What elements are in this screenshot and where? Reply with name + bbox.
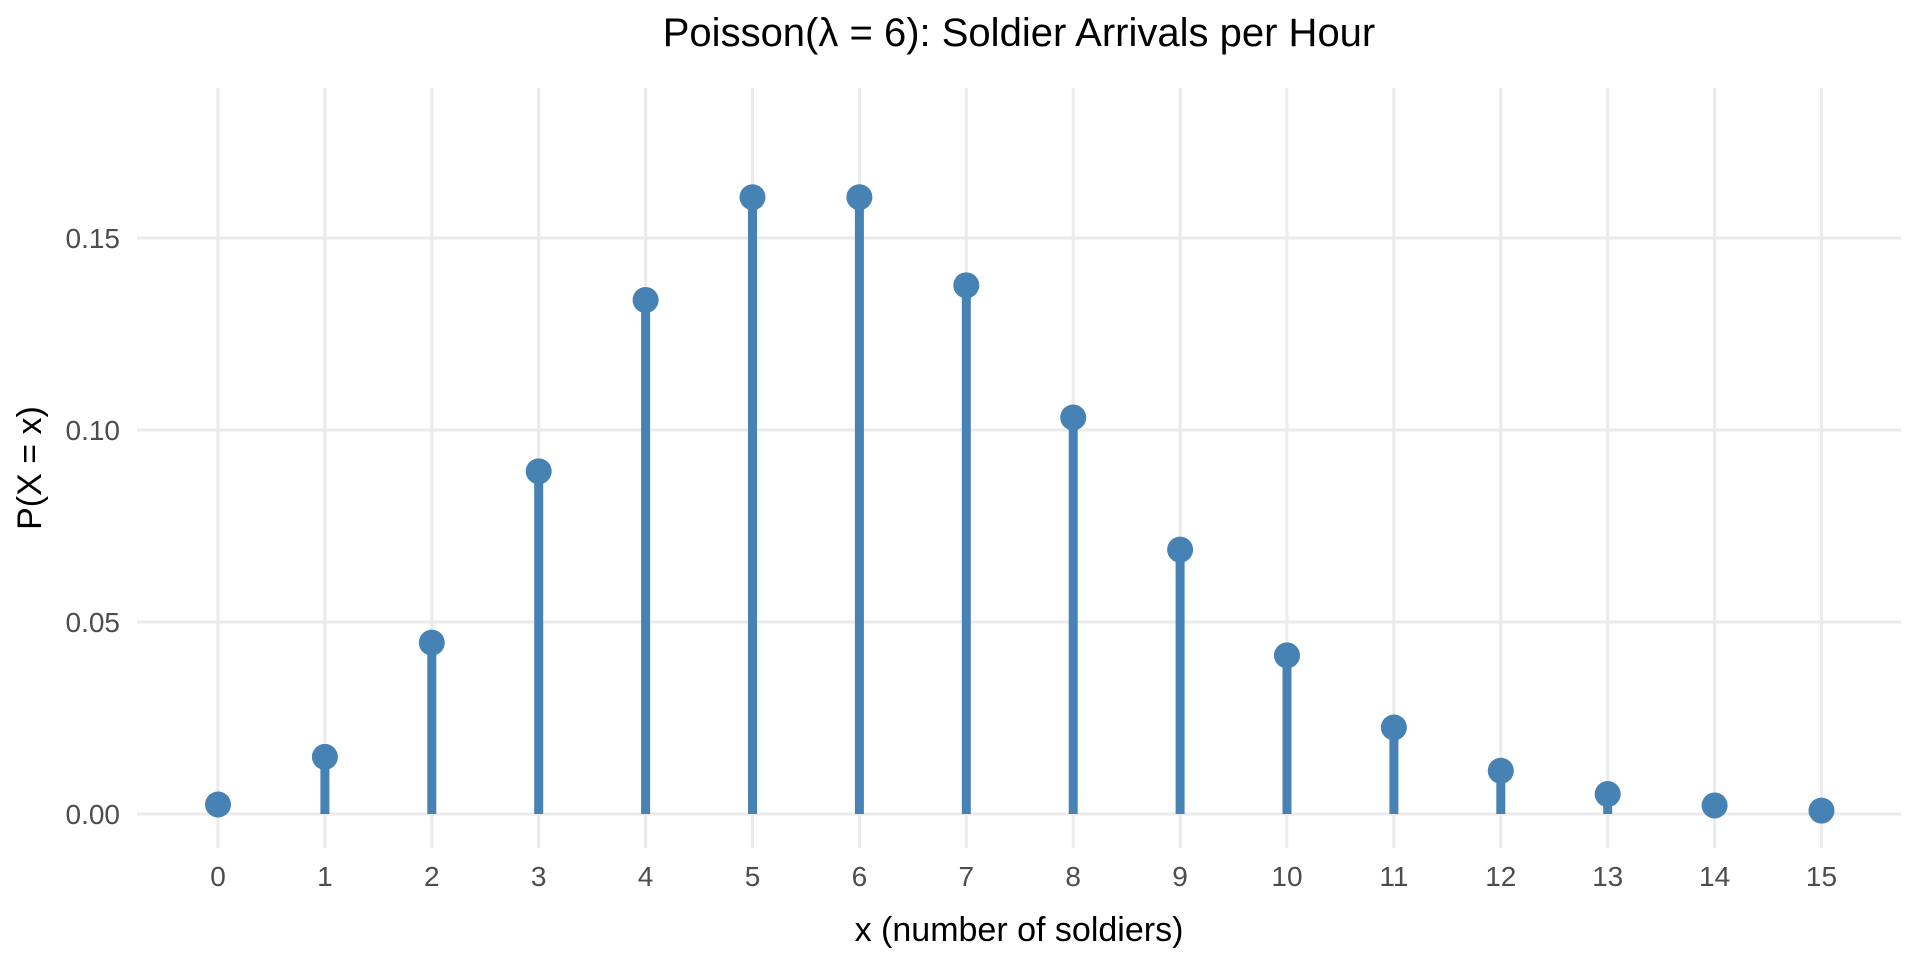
x-tick-label: 1 [317,861,333,892]
y-tick-label: 0.05 [66,607,121,638]
data-point [739,184,766,211]
x-tick-label: 14 [1699,861,1730,892]
y-tick-label: 0.15 [66,223,121,254]
data-point [1701,792,1728,819]
data-point [205,791,231,818]
x-tick-label: 4 [638,861,654,892]
x-tick-label: 5 [745,861,761,892]
x-tick-label: 2 [424,861,440,892]
series-layer [205,184,1835,824]
data-point [311,743,338,770]
x-tick-label: 13 [1592,861,1623,892]
gridlines-layer [137,88,1901,848]
y-tick-label: 0.10 [66,415,121,446]
x-tick-label: 11 [1379,861,1408,892]
x-tick-label: 3 [531,861,547,892]
data-point [418,629,445,656]
data-point [953,272,980,299]
data-point [1274,642,1300,669]
x-tick-label: 7 [959,861,975,892]
x-tick-label: 6 [852,861,868,892]
data-point [1594,781,1621,808]
data-point [846,184,873,211]
data-point [1487,757,1514,784]
x-tick-label: 15 [1806,861,1837,892]
data-point [1808,797,1835,824]
data-point [1167,536,1194,563]
x-tick-label: 8 [1065,861,1081,892]
x-axis-title: x (number of soldiers) [855,911,1184,949]
tick-labels-layer: 0.000.050.100.150 1 2 3 4 5 6 7 8 9 10 11 12 13 14 15 [66,223,1838,892]
x-tick-label: 0 [210,861,226,892]
data-point [1060,404,1087,431]
data-point [1380,714,1407,741]
x-tick-label: 12 [1485,861,1516,892]
x-tick-label: 9 [1172,861,1188,892]
y-axis-title: P(X = x) [11,406,49,530]
x-tick-label: 10 [1271,861,1302,892]
chart-title: Poisson(λ = 6): Soldier Arrivals per Hou… [663,11,1376,55]
y-tick-label: 0.00 [66,799,121,830]
data-point [632,287,659,314]
data-point [525,458,552,485]
